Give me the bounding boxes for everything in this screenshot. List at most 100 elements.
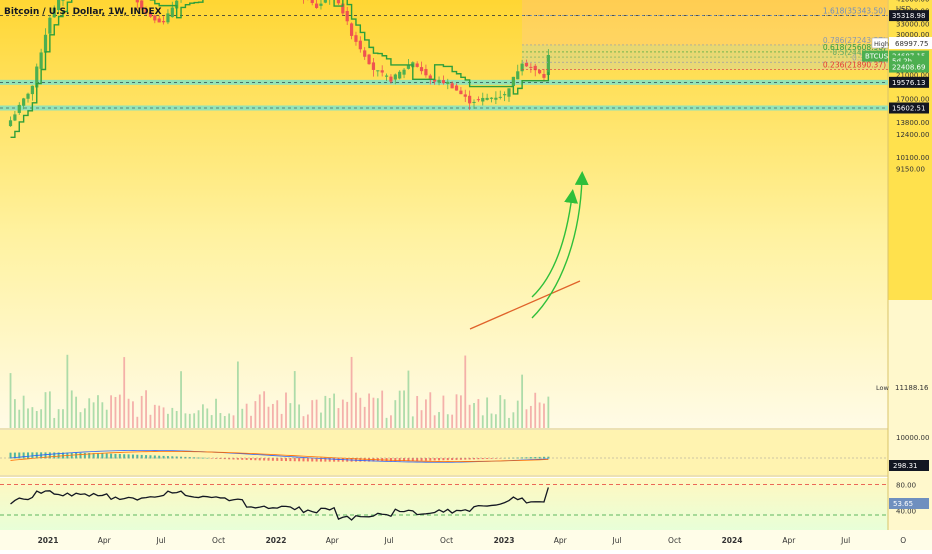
volume-bar [525, 409, 528, 428]
macd-histogram-bar [424, 458, 427, 461]
macd-histogram-bar [280, 458, 283, 461]
candle-body [140, 0, 144, 9]
candle-body [175, 0, 179, 9]
volume-bar [79, 412, 82, 428]
candle-body [433, 79, 437, 82]
macd-histogram-bar [438, 458, 441, 461]
volume-bar [40, 409, 43, 428]
volume-bar [346, 401, 349, 428]
volume-bar [543, 403, 545, 428]
macd-histogram-bar [92, 453, 95, 459]
macd-histogram-bar [123, 454, 126, 459]
macd-histogram-bar [171, 456, 174, 459]
volume-bar [44, 392, 47, 428]
price-badges: 35318.98BTCUSD24687.155d 2h22408.6919576… [862, 10, 929, 114]
volume-bar [70, 390, 73, 428]
price-axis-unit: USD [896, 5, 911, 13]
fib-zone [522, 57, 888, 63]
projection-arrow-2[interactable] [531, 171, 589, 319]
volume-bar [494, 414, 497, 428]
volume-bar [442, 395, 445, 428]
macd-histogram-bar [499, 458, 502, 459]
macd-histogram-bar [446, 458, 449, 461]
macd-histogram-bar [18, 452, 21, 459]
time-tick-label: Apr [782, 536, 796, 545]
volume-bar [547, 396, 550, 428]
macd-histogram-bar [27, 452, 30, 459]
candle-body [26, 93, 30, 99]
volume-bar [315, 399, 318, 428]
candle-body [310, 0, 314, 3]
macd-histogram-bar [267, 458, 270, 461]
volume-bar [13, 399, 16, 428]
candle-body [459, 90, 463, 95]
volume-bar [468, 404, 471, 428]
macd-histogram-bar [529, 457, 532, 459]
projection-arrow-1[interactable] [531, 189, 579, 298]
macd-histogram-bar [57, 452, 60, 459]
volume-bar [451, 414, 454, 428]
volume-bar [48, 391, 51, 428]
candle-body [542, 74, 546, 78]
candle-body [489, 97, 494, 99]
volume-bar [490, 413, 493, 428]
price-badge-text: 35318.98 [892, 12, 925, 20]
volume-bar [241, 408, 244, 428]
candle-body [529, 66, 533, 68]
candle-body [358, 40, 362, 50]
volume-bar [306, 414, 309, 428]
volume-bar [359, 397, 362, 428]
macd-histogram-bar [184, 456, 187, 459]
volume-bar [503, 399, 506, 428]
volume-bar [521, 374, 524, 428]
macd-histogram-bar [407, 458, 410, 462]
volume-bar [153, 404, 156, 428]
volume-bar [223, 416, 226, 428]
candle-body [8, 120, 13, 127]
macd-histogram-bar [389, 458, 392, 462]
volume-bar [438, 412, 440, 428]
macd-histogram-bar [354, 458, 357, 462]
chart-title: Bitcoin / U.S. Dollar, 1W, INDEX [4, 7, 162, 17]
volume-bar [110, 395, 112, 428]
candle-body [363, 50, 367, 57]
volume-bar [267, 406, 270, 428]
candle-body [30, 85, 34, 95]
trend-line[interactable] [469, 280, 581, 330]
volume-bar [57, 409, 60, 428]
macd-histogram-bar [442, 458, 445, 461]
macd-histogram-bar [236, 458, 239, 460]
volume-bar [446, 414, 449, 428]
price-badge [889, 61, 929, 73]
macd-histogram-bar [110, 453, 113, 459]
volume-bar [140, 395, 143, 428]
macd-histogram-bar [22, 452, 25, 459]
macd-histogram-bar [9, 452, 12, 459]
volume-bar [202, 404, 204, 428]
candle-body [43, 34, 48, 53]
volume-bar [245, 403, 248, 428]
volume-bar [376, 398, 379, 428]
volume-bar [285, 392, 287, 428]
candle-body [22, 98, 26, 106]
macd-histogram-bar [158, 455, 161, 459]
macd-histogram-bar [193, 457, 196, 459]
rsi-tick-label: 80.00 [896, 482, 916, 490]
candle-body [52, 7, 56, 18]
candle-body [507, 88, 511, 97]
candle-body [341, 3, 345, 14]
price-tick-label: 30000.00 [896, 31, 929, 39]
macd-histogram-bar [127, 454, 130, 459]
volume-bar [324, 395, 327, 428]
price-badge [889, 102, 929, 114]
rsi-badge-text: 53.65 [893, 500, 913, 508]
macd-histogram-bar [131, 454, 134, 459]
high-label: High [874, 40, 889, 48]
volume-bar [215, 398, 217, 428]
price-badge [862, 50, 888, 62]
rsi-pane-background [0, 478, 888, 530]
macd-histogram-bar [328, 458, 331, 462]
macd-histogram-bar [521, 457, 524, 459]
